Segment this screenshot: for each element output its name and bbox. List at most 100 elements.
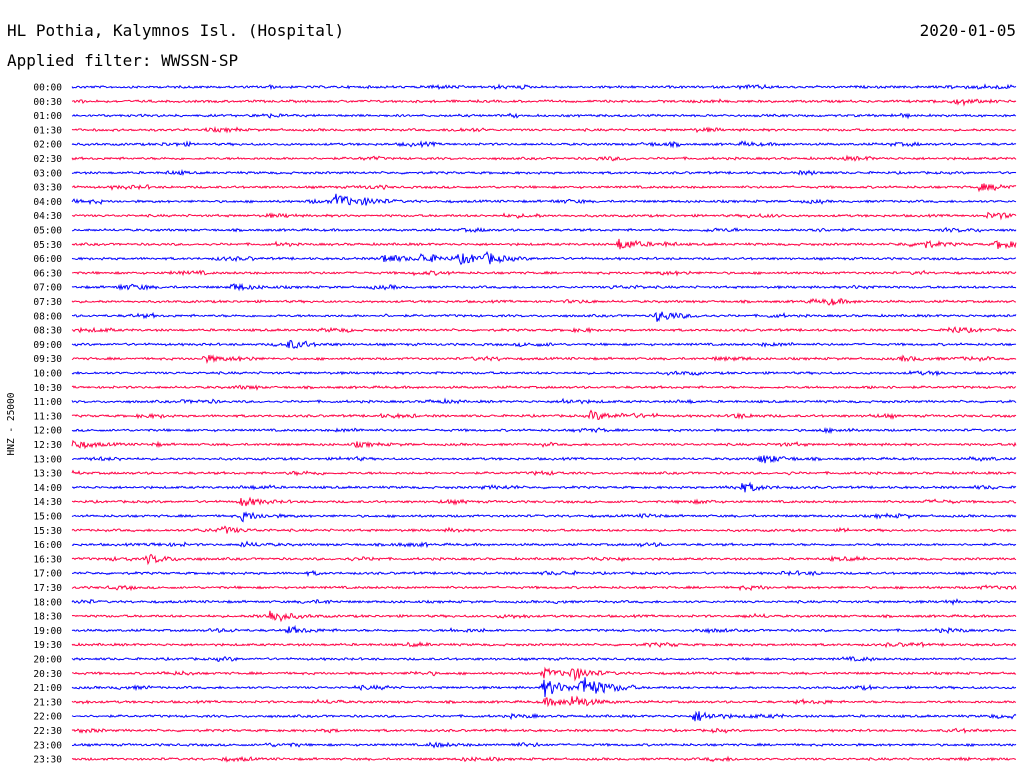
time-tick-label: 01:00 — [33, 111, 62, 122]
time-tick-label: 08:00 — [33, 311, 62, 322]
trace-0730 — [71, 297, 1017, 306]
time-tick-label: 00:00 — [33, 83, 62, 94]
trace-2000 — [71, 655, 1017, 662]
time-tick-label: 07:00 — [33, 283, 62, 294]
trace-0600 — [71, 251, 1017, 266]
trace-0100 — [71, 112, 1017, 120]
trace-1330 — [71, 469, 1017, 477]
trace-0230 — [71, 154, 1017, 162]
time-tick-label: 17:30 — [33, 583, 62, 594]
time-tick-label: 06:00 — [33, 254, 62, 265]
time-tick-label: 03:30 — [33, 183, 62, 194]
trace-1830 — [71, 610, 1017, 623]
time-tick-label: 17:00 — [33, 569, 62, 580]
trace-2100 — [71, 677, 1017, 698]
trace-1700 — [71, 569, 1017, 577]
trace-2030 — [71, 666, 1017, 682]
time-tick-label: 13:30 — [33, 469, 62, 480]
time-tick-label: 19:30 — [33, 640, 62, 651]
time-tick-label: 14:30 — [33, 497, 62, 508]
trace-1600 — [71, 540, 1017, 549]
time-tick-label: 18:30 — [33, 612, 62, 623]
trace-0500 — [71, 226, 1017, 233]
trace-1130 — [71, 409, 1017, 421]
time-tick-label: 13:00 — [33, 454, 62, 465]
time-tick-label: 09:00 — [33, 340, 62, 351]
filter-label: Applied filter: WWSSN-SP — [7, 51, 238, 70]
time-tick-label: 10:30 — [33, 383, 62, 394]
time-tick-label: 08:30 — [33, 326, 62, 337]
time-tick-label: 19:00 — [33, 626, 62, 637]
time-tick-label: 09:30 — [33, 354, 62, 365]
trace-1300 — [71, 455, 1017, 464]
trace-1200 — [71, 426, 1017, 435]
time-tick-label: 20:00 — [33, 655, 62, 666]
trace-1530 — [71, 525, 1017, 534]
trace-2300 — [71, 741, 1017, 749]
time-tick-label: 14:00 — [33, 483, 62, 494]
time-tick-label: 21:30 — [33, 697, 62, 708]
time-tick-label: 11:30 — [33, 411, 62, 422]
trace-1730 — [71, 584, 1017, 592]
time-tick-label: 15:00 — [33, 512, 62, 523]
trace-0530 — [71, 238, 1017, 250]
time-tick-label: 07:30 — [33, 297, 62, 308]
station-title: HL Pothia, Kalymnos Isl. (Hospital) — [7, 21, 344, 40]
trace-0330 — [71, 183, 1017, 193]
trace-0930 — [71, 354, 1017, 364]
trace-2230 — [71, 727, 1017, 734]
trace-1000 — [71, 370, 1017, 377]
trace-1030 — [71, 384, 1017, 391]
time-tick-label: 01:30 — [33, 125, 62, 136]
time-tick-label: 12:00 — [33, 426, 62, 437]
time-tick-label: 12:30 — [33, 440, 62, 451]
trace-0830 — [71, 326, 1017, 334]
time-tick-label: 23:00 — [33, 740, 62, 751]
time-tick-label: 06:30 — [33, 268, 62, 279]
trace-2200 — [71, 710, 1017, 722]
trace-group — [71, 83, 1017, 763]
trace-0630 — [71, 269, 1017, 277]
time-tick-label: 22:00 — [33, 712, 62, 723]
trace-0200 — [71, 140, 1017, 149]
time-tick-label: 05:00 — [33, 226, 62, 237]
trace-1630 — [71, 553, 1017, 566]
trace-0130 — [71, 126, 1017, 134]
time-tick-label: 00:30 — [33, 97, 62, 108]
trace-1800 — [71, 598, 1017, 606]
time-tick-label: 03:00 — [33, 168, 62, 179]
time-tick-label: 05:30 — [33, 240, 62, 251]
trace-0430 — [71, 211, 1017, 221]
trace-1430 — [71, 496, 1017, 507]
trace-2330 — [71, 755, 1016, 763]
trace-0400 — [71, 193, 1017, 206]
trace-1900 — [71, 624, 1017, 635]
time-tick-label: 23:30 — [33, 755, 62, 766]
time-tick-label: 21:00 — [33, 683, 62, 694]
time-tick-label: 02:00 — [33, 140, 62, 151]
time-tick-label: 10:00 — [33, 369, 62, 380]
trace-1100 — [71, 397, 1017, 405]
time-tick-label: 02:30 — [33, 154, 62, 165]
time-tick-label: 04:00 — [33, 197, 62, 208]
trace-0800 — [71, 311, 1017, 322]
channel-label: HNZ - 25000 — [6, 392, 17, 455]
trace-1400 — [71, 481, 1017, 493]
time-tick-label: 22:30 — [33, 726, 62, 737]
trace-0900 — [71, 339, 1017, 349]
time-tick-label: 16:00 — [33, 540, 62, 551]
trace-0000 — [71, 83, 1017, 91]
time-tick-label: 11:00 — [33, 397, 62, 408]
trace-1230 — [71, 439, 1017, 450]
trace-2130 — [71, 695, 1017, 708]
trace-1930 — [71, 641, 1017, 649]
trace-1500 — [71, 511, 1017, 523]
time-tick-label: 15:30 — [33, 526, 62, 537]
trace-0700 — [71, 282, 1017, 292]
chart-date: 2020-01-05 — [920, 21, 1016, 40]
time-tick-label: 04:30 — [33, 211, 62, 222]
time-tick-label: 20:30 — [33, 669, 62, 680]
time-tick-label: 18:00 — [33, 597, 62, 608]
time-tick-labels: 00:00 00:30 01:00 01:30 02:00 02:30 03:00 03:30… — [33, 83, 62, 766]
